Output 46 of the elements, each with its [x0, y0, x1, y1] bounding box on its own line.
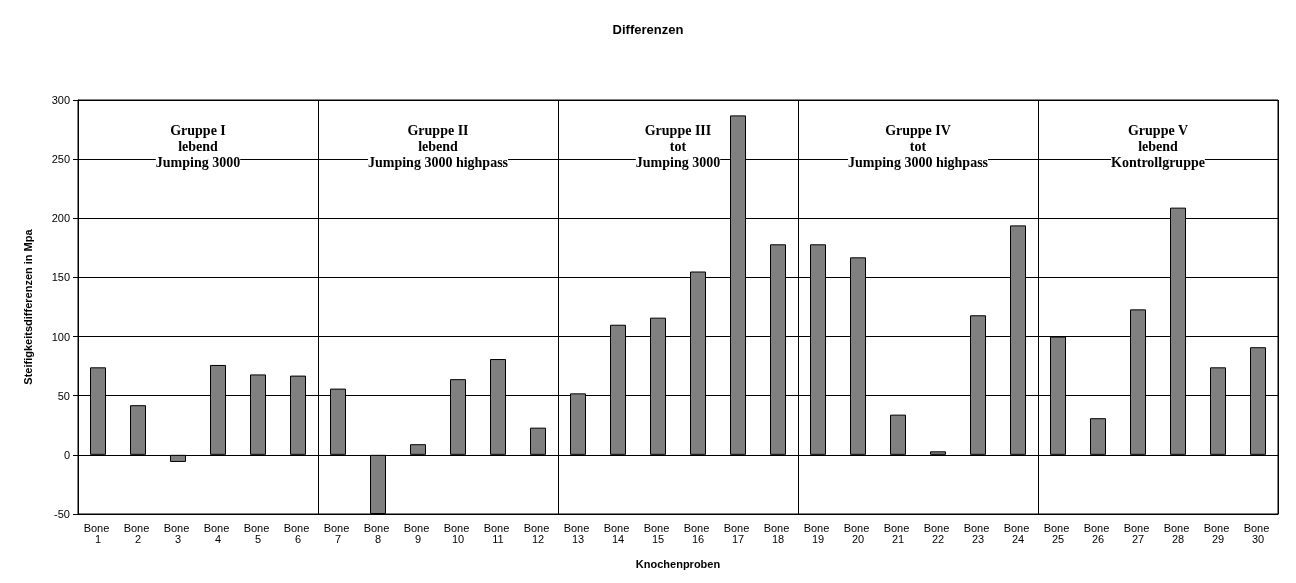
x-tick-label: Bone 27 [1123, 521, 1153, 545]
x-tick-label: Bone 8 [363, 521, 393, 545]
annotation: Gruppe II lebend Jumping 3000 highpass [367, 122, 509, 170]
x-tick-label: Bone 12 [523, 521, 553, 545]
annotation: Gruppe IV tot Jumping 3000 highpass [847, 122, 989, 170]
x-tick-label: Bone 18 [763, 521, 793, 545]
annotation: Gruppe I lebend Jumping 3000 [155, 122, 241, 170]
y-tick-label: 150 [51, 271, 70, 284]
x-tick-label: Bone 20 [843, 521, 873, 545]
x-tick-label: Bone 4 [203, 521, 233, 545]
y-tick-label: 300 [51, 94, 70, 106]
x-tick-label: Bone 19 [803, 521, 833, 545]
x-tick-label: Bone 10 [443, 521, 473, 545]
x-tick-label: Bone 3 [163, 521, 193, 545]
y-tick-label: 100 [51, 330, 70, 343]
x-axis-title: Knochenproben [635, 557, 721, 570]
y-tick-label: 0 [63, 448, 70, 461]
x-tick-label: Bone 9 [403, 521, 433, 545]
x-tick-label: Bone 26 [1083, 521, 1113, 545]
x-tick-label: Bone 23 [963, 521, 993, 545]
annotation: Gruppe V lebend Kontrollgruppe [1111, 122, 1205, 170]
y-tick-label: 50 [57, 389, 70, 402]
x-tick-label: Bone 1 [83, 521, 113, 545]
x-tick-label: Bone 28 [1163, 521, 1193, 545]
x-tick-label: Bone 6 [283, 521, 313, 545]
x-tick-label: Bone 21 [883, 521, 913, 545]
x-tick-label: Bone 17 [723, 521, 753, 545]
y-tick-label: 200 [51, 212, 70, 225]
x-tick-label: Bone 13 [563, 521, 593, 545]
x-tick-label: Bone 25 [1043, 521, 1073, 545]
y-tick-label: 250 [51, 153, 70, 166]
x-tick-label: Bone 5 [243, 521, 273, 545]
x-tick-label: Bone 14 [603, 521, 633, 545]
annotation: Gruppe III tot Jumping 3000 [635, 122, 721, 170]
y-axis-title: Steifigkeitsdifferenzen in Mpa [21, 228, 34, 385]
x-tick-label: Bone 7 [323, 521, 353, 545]
x-tick-label: Bone 22 [923, 521, 953, 545]
chart-title: Differenzen [612, 22, 684, 37]
x-tick-label: Bone 15 [643, 521, 673, 545]
x-tick-label: Bone 16 [683, 521, 713, 545]
x-tick-label: Bone 30 [1243, 521, 1273, 545]
x-tick-label: Bone 29 [1203, 521, 1233, 545]
x-tick-label: Bone 11 [483, 521, 513, 545]
x-tick-label: Bone 2 [123, 521, 153, 545]
x-tick-label: Bone 24 [1003, 521, 1033, 545]
y-tick-label: -50 [54, 508, 70, 520]
